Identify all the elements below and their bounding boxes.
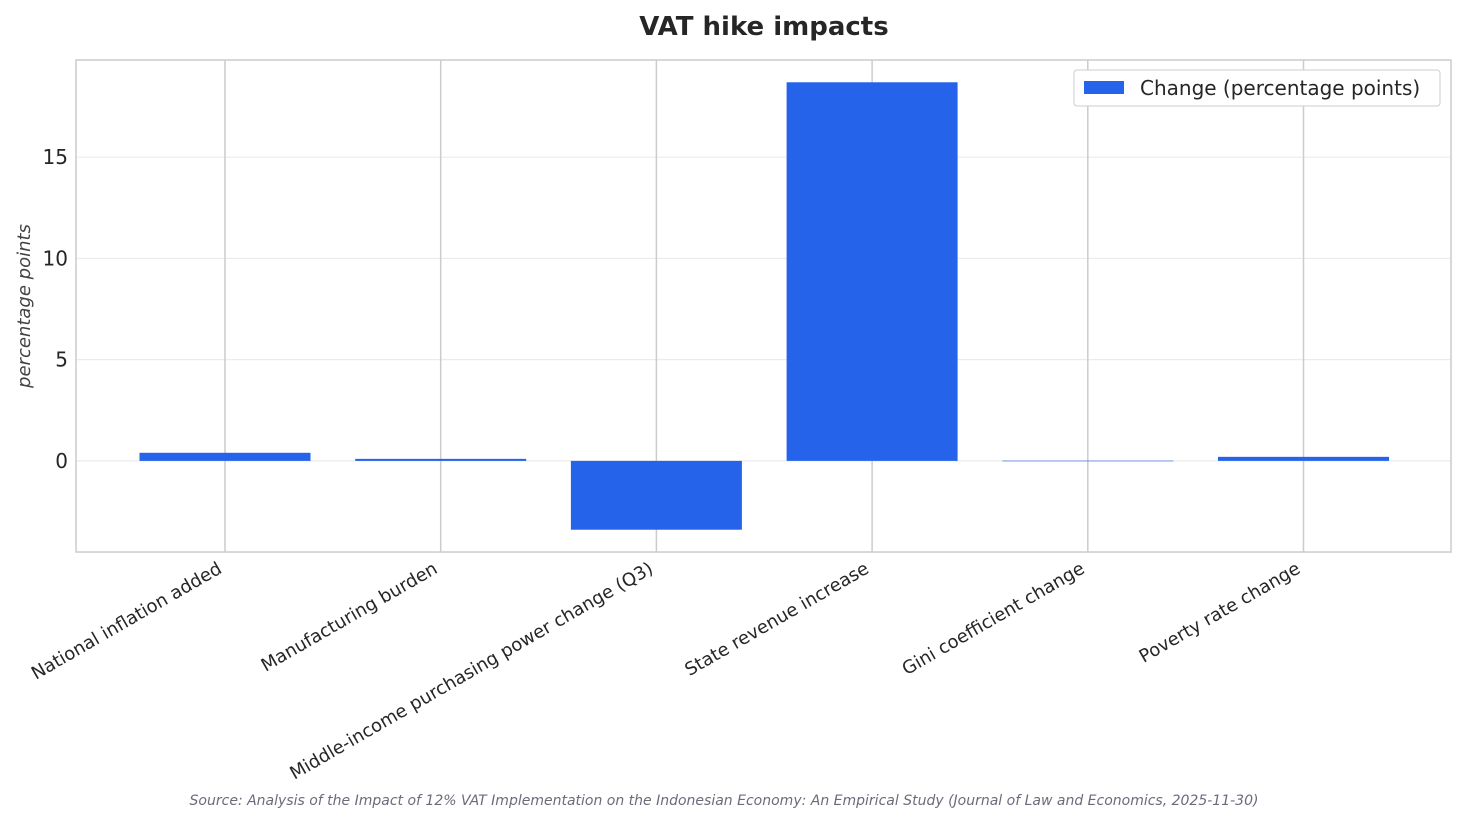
bar [1218, 456, 1389, 461]
legend-label: Change (percentage points) [1140, 76, 1420, 100]
bar [139, 452, 311, 461]
legend-swatch [1084, 81, 1124, 94]
legend: Change (percentage points) [1073, 69, 1441, 107]
x-tick-labels: National inflation added Manufacturing bu… [28, 558, 1304, 784]
x-tick-label: Manufacturing burden [258, 558, 442, 676]
x-tick-label: Poverty rate change [1136, 558, 1304, 667]
bar [786, 82, 958, 461]
plot-frame [75, 59, 1452, 553]
chart-title: VAT hike impacts [639, 12, 888, 42]
grid-layer [76, 60, 1451, 552]
bar [1002, 460, 1174, 462]
y-tick-label: 5 [55, 348, 68, 372]
bar [570, 460, 742, 530]
y-tick-label: 0 [55, 449, 68, 473]
legend-box [1073, 69, 1441, 107]
y-axis-label: percentage points [14, 224, 35, 389]
y-tick-labels: 0 5 10 15 [43, 145, 68, 473]
x-tick-label: Middle-income purchasing power change (Q… [286, 558, 657, 784]
y-tick-label: 10 [43, 246, 68, 270]
x-tick-label: National inflation added [28, 558, 226, 684]
y-tick-label: 15 [43, 145, 68, 169]
x-tick-label: State revenue increase [681, 558, 872, 681]
source-note: Source: Analysis of the Impact of 12% VA… [190, 793, 1259, 809]
bar [355, 458, 527, 461]
bar-layer [139, 82, 1389, 530]
x-tick-label: Gini coefficient change [899, 558, 1089, 680]
